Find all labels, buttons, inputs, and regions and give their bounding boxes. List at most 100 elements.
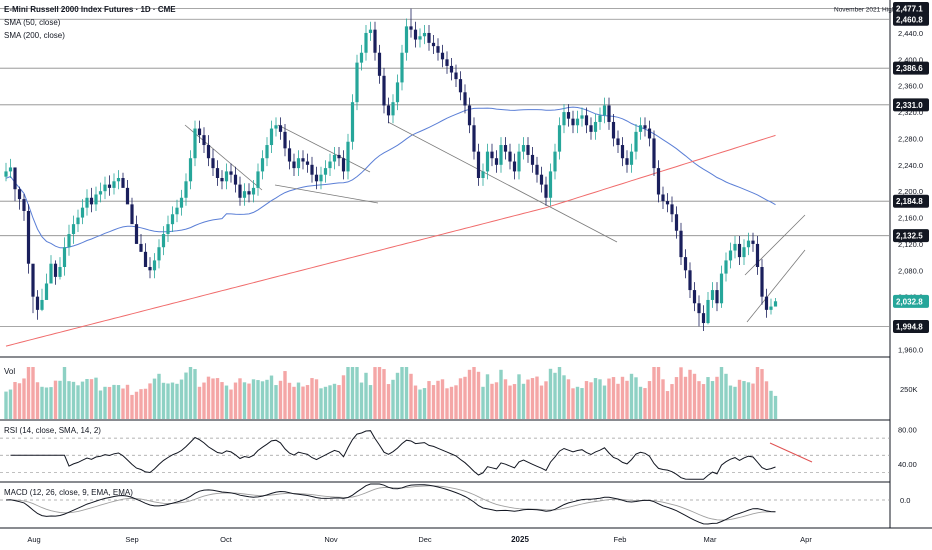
candle xyxy=(679,222,683,266)
candle-body xyxy=(580,115,584,119)
candle-body xyxy=(593,121,598,132)
volume-bar xyxy=(539,385,544,419)
candle xyxy=(337,147,341,167)
candle-body xyxy=(373,29,377,53)
candle xyxy=(71,215,76,244)
candle xyxy=(4,162,8,182)
volume-bar xyxy=(697,381,701,419)
volume-bar xyxy=(31,367,35,419)
candle-body xyxy=(724,260,728,274)
candle xyxy=(458,71,463,101)
volume-bar xyxy=(139,389,143,419)
volume-bar xyxy=(368,385,373,419)
volume-bar xyxy=(548,368,553,419)
volume-bar xyxy=(476,371,481,419)
volume-bar xyxy=(512,384,517,419)
candle xyxy=(17,186,22,210)
candle-body xyxy=(737,243,742,258)
candle xyxy=(373,21,377,61)
volume-bar xyxy=(760,369,764,419)
volume-bar xyxy=(364,372,368,419)
candle xyxy=(697,295,701,327)
candle xyxy=(107,175,112,196)
candle xyxy=(80,199,85,225)
volume-bar xyxy=(287,382,292,419)
volume-bar xyxy=(220,382,224,419)
candle xyxy=(251,179,256,203)
volume-bar xyxy=(733,386,737,419)
candle-body xyxy=(256,171,260,188)
volume-bar xyxy=(224,385,229,419)
candle-body xyxy=(395,82,400,103)
volume-panel-label: Vol xyxy=(4,367,15,376)
volume-bar xyxy=(391,379,395,419)
candle-body xyxy=(656,168,661,195)
candle xyxy=(440,44,445,68)
volume-bar xyxy=(103,386,107,419)
candle xyxy=(688,262,692,298)
volume-bar xyxy=(13,382,17,419)
volume-bar xyxy=(692,373,697,419)
candle xyxy=(395,74,400,111)
candle-body xyxy=(184,181,188,198)
macd-panel-label: MACD (12, 26, close, 9, EMA, EMA) xyxy=(4,488,133,497)
sma50-legend: SMA (50, close) xyxy=(4,18,61,27)
volume-bar xyxy=(94,377,98,419)
candle xyxy=(359,44,364,71)
candle xyxy=(197,120,202,144)
candle xyxy=(206,135,211,167)
volume-bar xyxy=(566,379,571,419)
candle xyxy=(548,163,553,206)
candle-body xyxy=(103,184,107,192)
price-axis-tick-label: 2,160.0 xyxy=(898,214,923,223)
candle-body xyxy=(602,105,607,116)
candle-body xyxy=(544,184,548,198)
candle-body xyxy=(220,178,224,182)
candle xyxy=(593,114,598,140)
candle-body xyxy=(323,168,328,175)
trendline xyxy=(277,124,371,173)
x-axis-tick-label: Dec xyxy=(418,535,432,544)
volume-bar xyxy=(247,383,251,419)
candle xyxy=(193,120,197,167)
volume-bar xyxy=(769,390,773,419)
candle-body xyxy=(364,32,368,53)
volume-bar xyxy=(292,386,296,419)
candle xyxy=(625,150,629,173)
chart-title: E-Mini Russell 2000 Index Futures · 1D ·… xyxy=(4,5,176,14)
candle-body xyxy=(305,161,310,165)
candle-body xyxy=(53,263,58,277)
x-axis-tick-label: Oct xyxy=(220,535,233,544)
volume-bar xyxy=(337,385,341,419)
candle-body xyxy=(49,263,53,284)
candle xyxy=(58,257,62,280)
volume-bar xyxy=(571,388,575,419)
volume-bar xyxy=(728,385,733,419)
candle xyxy=(296,150,301,177)
volume-bar xyxy=(323,386,328,419)
candle xyxy=(760,259,764,305)
candle-body xyxy=(112,181,116,188)
candle-body xyxy=(508,151,512,162)
candle-body xyxy=(688,270,692,291)
rsi-panel-label: RSI (14, close, SMA, 14, 2) xyxy=(4,426,101,435)
volume-bar xyxy=(152,378,157,419)
x-axis-tick-label: Nov xyxy=(324,535,338,544)
volume-bar xyxy=(755,367,760,419)
volume-bar xyxy=(26,367,31,419)
candle xyxy=(674,206,679,239)
trendline xyxy=(387,121,618,243)
volume-bar xyxy=(355,367,359,419)
candle xyxy=(643,117,647,137)
volume-bar xyxy=(652,367,656,419)
volume-bar xyxy=(49,387,53,419)
candle xyxy=(535,156,539,183)
sma200-legend: SMA (200, close) xyxy=(4,31,65,40)
volume-bar xyxy=(4,391,8,419)
volume-bar xyxy=(575,386,580,419)
candle xyxy=(566,104,571,127)
candle xyxy=(134,215,139,244)
candle-body xyxy=(485,151,490,172)
sma50-line xyxy=(5,106,776,249)
